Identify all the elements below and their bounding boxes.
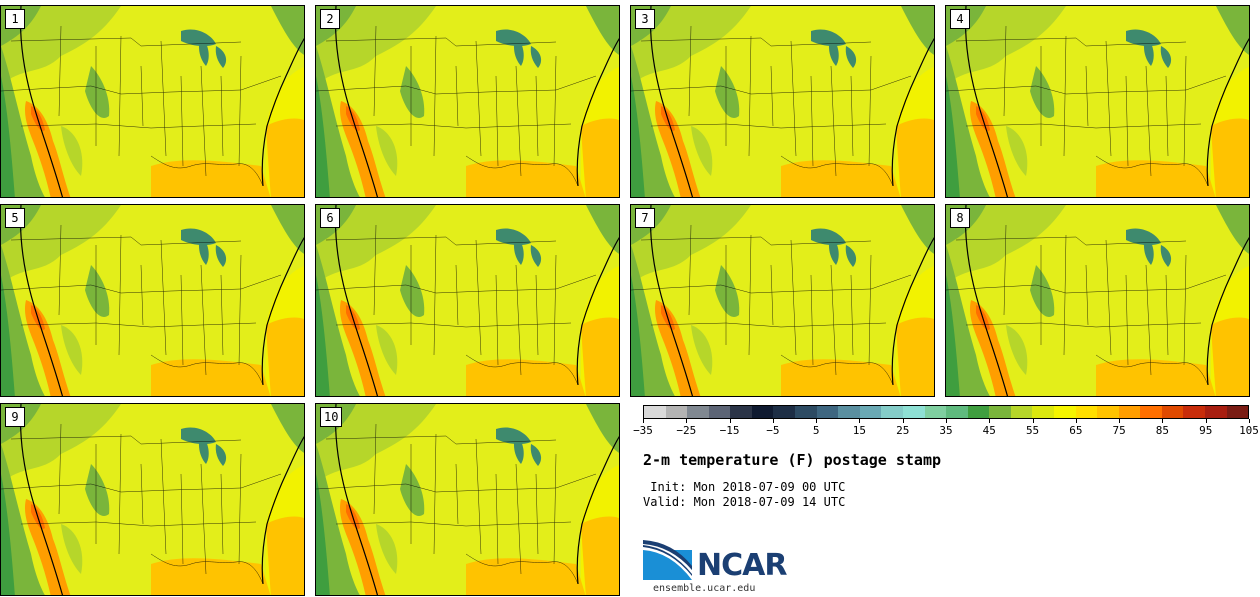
member-number-label: 5 <box>5 208 25 228</box>
tick-label: −35 <box>633 424 653 437</box>
tick-mark <box>1205 419 1207 423</box>
colorbar-swatch <box>946 406 968 418</box>
tick-label: 65 <box>1069 424 1083 437</box>
colorbar-swatch <box>708 406 731 418</box>
tick-label: 55 <box>1025 424 1040 437</box>
colorbar-swatch <box>1161 406 1184 418</box>
member-map-panel: 7 <box>630 204 935 397</box>
colorbar-swatch <box>1205 406 1227 418</box>
member-number-label: 8 <box>950 208 970 228</box>
tick-label: 35 <box>939 424 953 437</box>
logo-wordmark: NCAR <box>697 548 787 583</box>
member-number-label: 1 <box>5 9 25 29</box>
colorbar-swatch <box>1053 406 1076 418</box>
tick-mark <box>1075 419 1077 423</box>
colorbar-swatch <box>687 406 709 418</box>
colorbar-swatch <box>1226 406 1249 418</box>
colorbar-swatch <box>751 406 774 418</box>
colorbar-swatch <box>1075 406 1098 418</box>
colorbar-swatch <box>989 406 1011 418</box>
tick-label: 45 <box>982 424 996 437</box>
member-map-panel: 1 <box>0 5 305 198</box>
tick-label: 75 <box>1112 424 1126 437</box>
colorbar-swatch <box>1118 406 1141 418</box>
tick-label: 85 <box>1155 424 1170 437</box>
tick-label: 5 <box>812 424 820 437</box>
tick-mark <box>772 419 774 423</box>
colorbar-swatch <box>881 406 903 418</box>
tick-mark <box>946 419 947 423</box>
member-number-label: 7 <box>635 208 655 228</box>
member-map-panel: 6 <box>315 204 620 397</box>
colorbar-swatch <box>644 406 666 418</box>
member-map-panel: 5 <box>0 204 305 397</box>
tick-label: 105 <box>1239 424 1259 437</box>
member-number-label: 6 <box>320 208 340 228</box>
tick-mark <box>1119 419 1121 423</box>
tick-mark <box>729 419 731 423</box>
colorbar-swatch <box>1183 406 1206 418</box>
tick-mark <box>989 419 991 423</box>
colorbar-swatch <box>902 406 925 418</box>
tick-label: −15 <box>719 424 740 437</box>
colorbar-swatch <box>795 406 817 418</box>
colorbar-swatch <box>816 406 839 418</box>
colorbar-swatch <box>773 406 796 418</box>
member-map-panel: 2 <box>315 5 620 198</box>
valid-time: Valid: Mon 2018-07-09 14 UTC <box>643 495 846 509</box>
colorbar-swatch <box>665 406 688 418</box>
colorbar-swatch <box>1140 406 1162 418</box>
colorbar-swatch <box>838 406 860 418</box>
tick-mark <box>1032 419 1034 423</box>
tick-label: 15 <box>852 424 867 437</box>
colorbar-swatch <box>967 406 990 418</box>
tick-mark <box>816 419 818 423</box>
colorbar-swatch <box>924 406 947 418</box>
member-map-panel: 10 <box>315 403 620 596</box>
colorbar-swatch <box>1032 406 1054 418</box>
member-number-label: 4 <box>950 9 970 29</box>
colorbar-ticks: −35−25−15−55152535455565758595105115 <box>630 418 1260 442</box>
member-number-label: 9 <box>5 407 25 427</box>
member-map-panel: 4 <box>945 5 1250 198</box>
temperature-colorbar <box>643 405 1249 419</box>
colorbar-swatch <box>1097 406 1119 418</box>
colorbar-swatch <box>730 406 752 418</box>
colorbar-swatch <box>859 406 882 418</box>
tick-mark <box>1249 419 1250 423</box>
init-time: Init: Mon 2018-07-09 00 UTC <box>643 480 846 494</box>
chart-title: 2-m temperature (F) postage stamp <box>643 451 942 469</box>
ncar-logo-icon <box>643 540 692 580</box>
member-map-panel: 9 <box>0 403 305 596</box>
tick-label: −25 <box>676 424 697 437</box>
member-number-label: 2 <box>320 9 340 29</box>
colorbar-swatch <box>1010 406 1033 418</box>
member-map-panel: 8 <box>945 204 1250 397</box>
tick-mark <box>859 419 861 423</box>
member-number-label: 3 <box>635 9 655 29</box>
tick-label: −5 <box>766 424 780 437</box>
tick-label: 25 <box>896 424 910 437</box>
logo-url: ensemble.ucar.edu <box>653 583 756 594</box>
tick-mark <box>686 419 688 423</box>
member-number-label: 10 <box>320 407 343 427</box>
tick-mark <box>1162 419 1164 423</box>
member-map-panel: 3 <box>630 5 935 198</box>
tick-mark <box>643 419 644 423</box>
tick-mark <box>902 419 904 423</box>
tick-label: 95 <box>1199 424 1213 437</box>
